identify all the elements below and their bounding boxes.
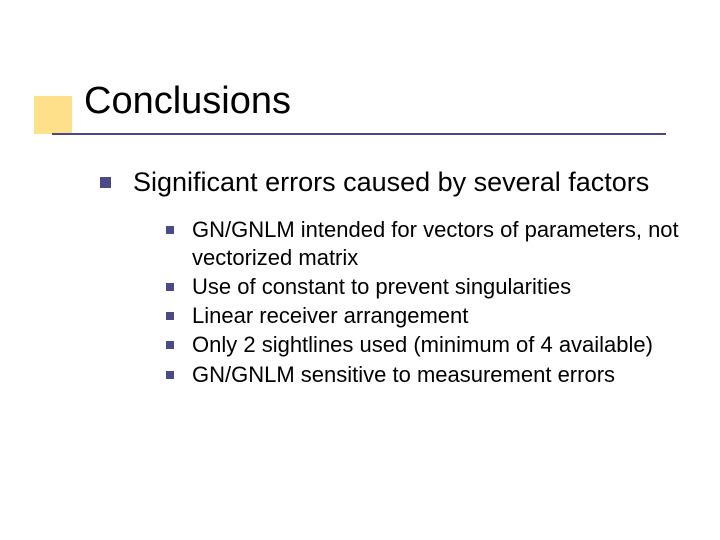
- square-bullet-icon: [100, 177, 111, 188]
- sub-list: GN/GNLM intended for vectors of paramete…: [166, 216, 692, 389]
- title-underline: [52, 133, 666, 135]
- list-item: Linear receiver arrangement: [166, 302, 692, 330]
- list-item: Use of constant to prevent singularities: [166, 273, 692, 301]
- title-accent-box: [34, 96, 72, 134]
- list-item-text: Use of constant to prevent singularities: [192, 273, 571, 301]
- slide-title: Conclusions: [84, 80, 291, 123]
- square-bullet-icon: [166, 371, 174, 379]
- list-item: GN/GNLM intended for vectors of paramete…: [166, 216, 692, 272]
- square-bullet-icon: [166, 341, 174, 349]
- list-item-text: Significant errors caused by several fac…: [133, 166, 649, 200]
- slide-content: Significant errors caused by several fac…: [100, 166, 692, 390]
- list-item: Only 2 sightlines used (minimum of 4 ava…: [166, 331, 692, 359]
- list-item-text: Linear receiver arrangement: [192, 302, 468, 330]
- list-item-text: GN/GNLM intended for vectors of paramete…: [192, 216, 692, 272]
- list-item-text: GN/GNLM sensitive to measurement errors: [192, 361, 615, 389]
- list-item: GN/GNLM sensitive to measurement errors: [166, 361, 692, 389]
- list-item-text: Only 2 sightlines used (minimum of 4 ava…: [192, 331, 653, 359]
- square-bullet-icon: [166, 226, 174, 234]
- list-item: Significant errors caused by several fac…: [100, 166, 692, 200]
- square-bullet-icon: [166, 312, 174, 320]
- square-bullet-icon: [166, 283, 174, 291]
- title-block: Conclusions: [0, 74, 720, 134]
